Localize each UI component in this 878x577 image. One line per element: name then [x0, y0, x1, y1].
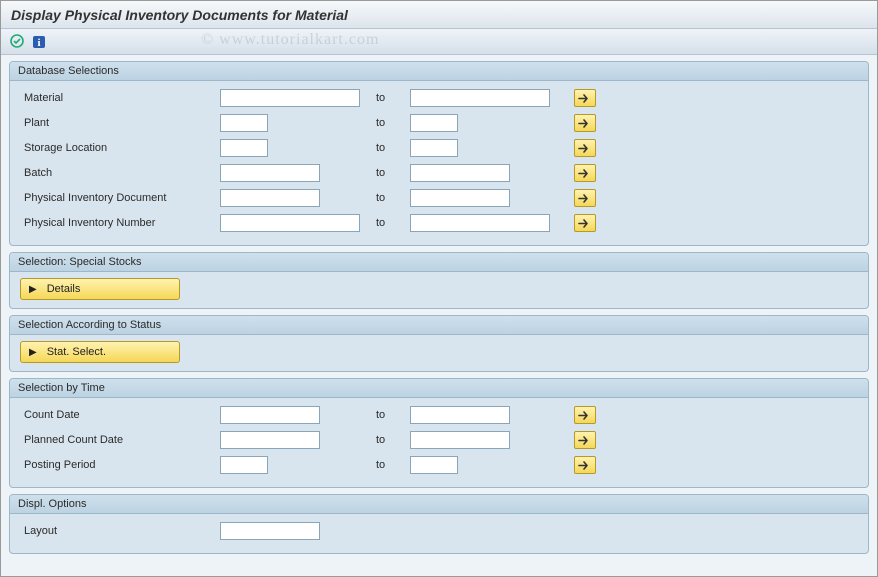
field-label: Material — [20, 92, 220, 104]
from-input[interactable] — [220, 89, 360, 107]
from-input[interactable] — [220, 214, 360, 232]
to-input[interactable] — [410, 89, 550, 107]
to-label: to — [370, 217, 410, 229]
toolbar: i — [1, 29, 877, 55]
field-label: Batch — [20, 167, 220, 179]
multiple-selection-button[interactable] — [574, 89, 596, 107]
execute-icon[interactable] — [9, 34, 25, 50]
from-input[interactable] — [220, 406, 320, 424]
to-input[interactable] — [410, 214, 550, 232]
from-input[interactable] — [220, 139, 268, 157]
group-header: Selection According to Status — [10, 316, 868, 335]
field-row: Physical Inventory Number to — [20, 212, 858, 234]
group-header: Displ. Options — [10, 495, 868, 514]
multiple-selection-button[interactable] — [574, 139, 596, 157]
content-area: Database Selections MaterialtoPlanttoSto… — [1, 55, 877, 576]
to-input[interactable] — [410, 189, 510, 207]
page-title: Display Physical Inventory Documents for… — [1, 1, 877, 29]
field-row: Plant to — [20, 112, 858, 134]
svg-text:i: i — [37, 37, 40, 49]
field-row: Physical Inventory Document to — [20, 187, 858, 209]
to-label: to — [370, 434, 410, 446]
group-header: Selection by Time — [10, 379, 868, 398]
to-input[interactable] — [410, 114, 458, 132]
button-label: Details — [47, 283, 81, 295]
from-input[interactable] — [220, 431, 320, 449]
to-input[interactable] — [410, 164, 510, 182]
field-label: Physical Inventory Number — [20, 217, 220, 229]
info-icon[interactable]: i — [31, 34, 47, 50]
field-row: Batch to — [20, 162, 858, 184]
group-header: Selection: Special Stocks — [10, 253, 868, 272]
stat-select-button[interactable]: ▶ Stat. Select. — [20, 341, 180, 363]
field-row: Count Date to — [20, 404, 858, 426]
multiple-selection-button[interactable] — [574, 114, 596, 132]
multiple-selection-button[interactable] — [574, 456, 596, 474]
to-input[interactable] — [410, 139, 458, 157]
details-button[interactable]: ▶ Details — [20, 278, 180, 300]
expand-icon: ▶ — [29, 347, 37, 358]
field-label: Plant — [20, 117, 220, 129]
from-input[interactable] — [220, 189, 320, 207]
field-label: Planned Count Date — [20, 434, 220, 446]
group-status: Selection According to Status ▶ Stat. Se… — [9, 315, 869, 372]
field-row: Layout — [20, 520, 858, 542]
field-row: Planned Count Date to — [20, 429, 858, 451]
group-header: Database Selections — [10, 62, 868, 81]
from-input[interactable] — [220, 114, 268, 132]
field-row: Material to — [20, 87, 858, 109]
to-input[interactable] — [410, 431, 510, 449]
to-label: to — [370, 192, 410, 204]
field-row: Storage Location to — [20, 137, 858, 159]
to-label: to — [370, 167, 410, 179]
to-label: to — [370, 459, 410, 471]
from-input[interactable] — [220, 456, 268, 474]
group-special-stocks: Selection: Special Stocks ▶ Details — [9, 252, 869, 309]
field-label: Storage Location — [20, 142, 220, 154]
multiple-selection-button[interactable] — [574, 431, 596, 449]
to-label: to — [370, 92, 410, 104]
from-input[interactable] — [220, 164, 320, 182]
multiple-selection-button[interactable] — [574, 406, 596, 424]
group-database-selections: Database Selections MaterialtoPlanttoSto… — [9, 61, 869, 246]
to-label: to — [370, 409, 410, 421]
group-display-options: Displ. Options Layout — [9, 494, 869, 554]
group-time: Selection by Time Count DatetoPlanned Co… — [9, 378, 869, 488]
from-input[interactable] — [220, 522, 320, 540]
field-label: Layout — [20, 525, 220, 537]
multiple-selection-button[interactable] — [574, 214, 596, 232]
to-input[interactable] — [410, 406, 510, 424]
field-label: Posting Period — [20, 459, 220, 471]
multiple-selection-button[interactable] — [574, 164, 596, 182]
field-row: Posting Period to — [20, 454, 858, 476]
to-input[interactable] — [410, 456, 458, 474]
multiple-selection-button[interactable] — [574, 189, 596, 207]
field-label: Physical Inventory Document — [20, 192, 220, 204]
to-label: to — [370, 117, 410, 129]
to-label: to — [370, 142, 410, 154]
field-label: Count Date — [20, 409, 220, 421]
button-label: Stat. Select. — [47, 346, 106, 358]
expand-icon: ▶ — [29, 284, 37, 295]
